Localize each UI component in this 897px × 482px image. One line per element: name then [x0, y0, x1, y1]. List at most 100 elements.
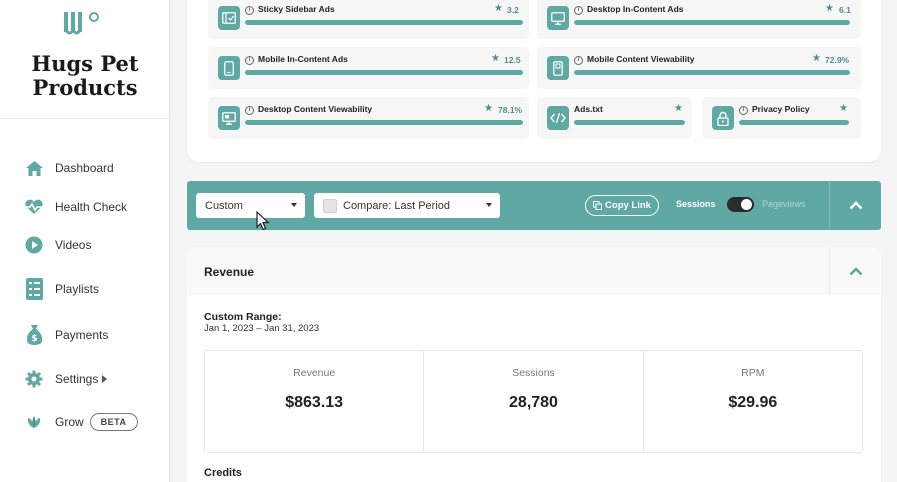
metric-value: 12.5	[504, 55, 521, 65]
sidebar-item-label: Settings	[55, 372, 99, 386]
chevron-right-icon	[102, 375, 108, 383]
brand-line-1: Hugs Pet	[31, 51, 139, 76]
metric-bar-fill	[245, 120, 523, 125]
compare-checkbox[interactable]	[323, 198, 337, 213]
revenue-title: Revenue	[204, 265, 255, 279]
ad-health-card: i Sticky Sidebar Ads ★ 3.2 i Desktop In-…	[187, 0, 881, 162]
sidebar-item-label: Videos	[55, 238, 92, 252]
collapse-filter-button[interactable]	[830, 181, 881, 230]
sidebar-item-label: Grow	[55, 415, 84, 429]
heartbeat-icon	[24, 197, 44, 217]
info-icon[interactable]: i	[739, 106, 748, 115]
sidebar-item-label: Playlists	[55, 282, 100, 296]
stat-value: $863.13	[285, 394, 344, 411]
metric-bar-fill	[574, 70, 850, 75]
metric-ads-txt[interactable]: Ads.txt ★	[537, 97, 692, 139]
collapse-revenue-button[interactable]	[830, 247, 881, 295]
metric-sticky-sidebar-ads[interactable]: i Sticky Sidebar Ads ★ 3.2	[208, 0, 529, 39]
money-bag-icon: $	[24, 325, 44, 345]
info-icon[interactable]: i	[245, 56, 254, 65]
metric-bar	[245, 120, 523, 125]
metric-label: Mobile Content Viewability	[587, 54, 695, 64]
chevron-up-icon	[849, 201, 862, 210]
star-icon: ★	[491, 53, 500, 64]
info-icon[interactable]: i	[574, 6, 583, 15]
date-range-select[interactable]: Custom	[196, 193, 305, 218]
metric-label: Privacy Policy	[752, 104, 810, 114]
pageviews-label: Pageviews	[762, 199, 806, 209]
toggle-knob	[741, 199, 752, 210]
metric-bar	[574, 70, 850, 75]
sidebar-item-videos[interactable]: Videos	[24, 233, 91, 257]
sidebar-item-label: Payments	[55, 328, 109, 342]
star-icon: ★	[674, 103, 683, 114]
revenue-stats: Revenue $863.13 Sessions 28,780 RPM $29.…	[204, 350, 863, 453]
sidebar-item-grow[interactable]: Grow BETA	[24, 410, 138, 434]
sidebar-item-dashboard[interactable]: Dashboard	[24, 156, 114, 180]
sidebar-ad-icon	[218, 6, 240, 30]
compare-select[interactable]: Compare: Last Period	[314, 193, 500, 218]
info-icon[interactable]: i	[245, 6, 254, 15]
sidebar-item-label: Health Check	[55, 200, 128, 214]
copy-link-label: Copy Link	[605, 200, 651, 211]
metric-privacy-policy[interactable]: i Privacy Policy ★	[702, 97, 861, 139]
sidebar-item-label: Dashboard	[55, 161, 114, 175]
metric-bar	[574, 20, 850, 25]
star-icon: ★	[839, 103, 848, 114]
metric-bar	[245, 70, 523, 75]
info-icon[interactable]: i	[574, 56, 583, 65]
revenue-header: Revenue	[187, 247, 881, 295]
sidebar-item-playlists[interactable]: Playlists	[24, 277, 99, 301]
chevron-down-icon	[486, 203, 492, 207]
sidebar: Hugs Pet Products Dashboard Health Check…	[0, 0, 170, 482]
metric-desktop-in-content-ads[interactable]: i Desktop In-Content Ads ★ 6.1	[537, 0, 861, 39]
sidebar-item-payments[interactable]: $ Payments	[24, 323, 108, 347]
beta-badge: BETA	[89, 413, 138, 431]
star-icon: ★	[494, 3, 503, 14]
metric-desktop-content-viewability[interactable]: i Desktop Content Viewability ★ 78.1%	[208, 97, 529, 139]
divider	[829, 181, 830, 230]
credits-title: Credits	[204, 467, 242, 479]
metric-label: Mobile In-Content Ads	[258, 54, 348, 64]
sidebar-item-health-check[interactable]: Health Check	[24, 195, 127, 219]
divider	[829, 247, 830, 295]
desktop-icon	[547, 6, 569, 30]
copy-link-button[interactable]: Copy Link	[585, 195, 659, 216]
filter-bar: Custom Compare: Last Period Copy Link Se…	[187, 181, 881, 230]
star-icon: ★	[825, 3, 834, 14]
metric-value: 78.1%	[498, 105, 523, 115]
gear-icon	[24, 369, 44, 389]
metric-value: 6.1	[839, 5, 851, 15]
mouse-cursor-icon	[256, 211, 270, 231]
metric-label: Sticky Sidebar Ads	[258, 4, 335, 14]
leaf-icon	[24, 412, 44, 432]
range-dates: Jan 1, 2023 – Jan 31, 2023	[204, 323, 320, 334]
stat-value: $29.96	[728, 394, 778, 411]
metric-mobile-in-content-ads[interactable]: i Mobile In-Content Ads ★ 12.5	[208, 47, 529, 89]
star-icon: ★	[484, 103, 493, 114]
metric-bar-fill	[245, 70, 523, 75]
metric-bar	[739, 120, 849, 125]
metric-toggle[interactable]	[727, 197, 754, 212]
metric-label: Desktop In-Content Ads	[587, 4, 684, 14]
svg-text:$: $	[31, 334, 37, 344]
metric-bar-fill	[574, 20, 850, 25]
home-icon	[24, 158, 44, 178]
stat-label: Revenue	[293, 367, 336, 379]
metric-bar-fill	[245, 20, 523, 25]
sessions-label: Sessions	[676, 199, 716, 209]
copy-icon	[593, 201, 603, 210]
brand-name: Hugs Pet Products	[0, 52, 170, 100]
play-circle-icon	[24, 235, 44, 255]
metric-mobile-content-viewability[interactable]: i Mobile Content Viewability ★ 72.9%	[537, 47, 861, 89]
info-icon[interactable]: i	[245, 106, 254, 115]
metric-bar-fill	[739, 120, 849, 125]
star-icon: ★	[812, 53, 821, 64]
mobile-icon	[218, 56, 240, 80]
sidebar-item-settings[interactable]: Settings	[24, 367, 108, 391]
stat-label: RPM	[741, 367, 765, 379]
code-icon	[547, 106, 569, 130]
metric-label: Desktop Content Viewability	[258, 104, 373, 114]
lock-icon	[712, 106, 734, 130]
stat-value: 28,780	[509, 394, 558, 411]
